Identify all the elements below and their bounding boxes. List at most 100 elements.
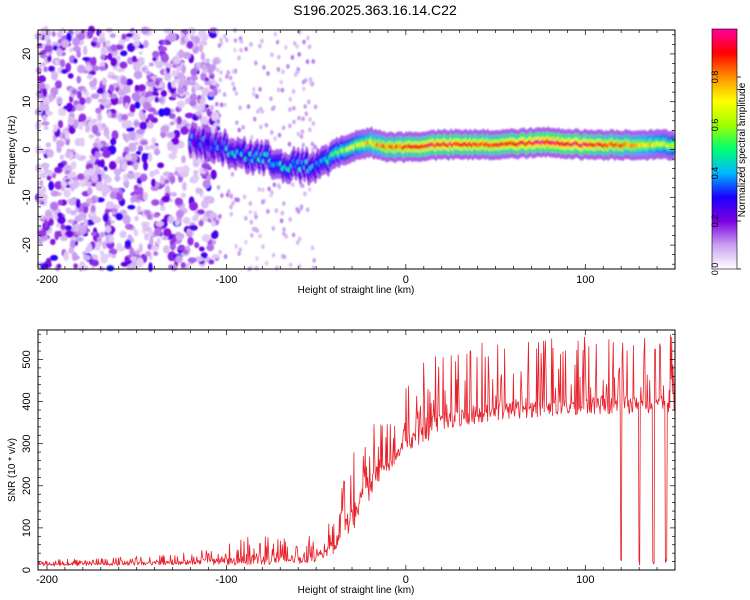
spectrogram-cell bbox=[122, 87, 131, 94]
spectrogram-cell bbox=[299, 204, 304, 209]
spectrogram-cell bbox=[56, 99, 62, 105]
spectrogram-cell bbox=[137, 145, 144, 152]
spectrogram-cell bbox=[105, 201, 115, 210]
spectrogram-cell bbox=[38, 215, 46, 220]
spectrogram-cell bbox=[133, 70, 143, 80]
spectrogram-cell bbox=[303, 104, 308, 109]
spectrogram-cell bbox=[196, 61, 201, 68]
spectrogram-cell bbox=[116, 67, 126, 73]
spectrogram-cell bbox=[108, 84, 115, 93]
spectrogram-cell bbox=[110, 75, 118, 79]
spectrogram-cell bbox=[184, 97, 191, 105]
spectrogram-cell bbox=[160, 53, 169, 63]
spectrogram-cell bbox=[119, 209, 127, 215]
spectrogram-cell bbox=[86, 243, 93, 252]
spectrogram-cell bbox=[215, 67, 220, 73]
spectrogram-cell bbox=[154, 80, 160, 86]
spectrogram-cell bbox=[70, 210, 77, 216]
spectrogram-cell bbox=[91, 173, 99, 183]
y-tick-label: -10 bbox=[21, 189, 33, 205]
spectrogram-cell bbox=[272, 105, 276, 111]
spectrogram-cell bbox=[131, 92, 140, 100]
spectrogram-cell bbox=[272, 182, 277, 188]
spectrogram-cell bbox=[309, 81, 313, 86]
spectrogram-cell bbox=[276, 87, 281, 93]
spectrogram-cell bbox=[297, 115, 301, 121]
spectrogram-cell bbox=[177, 246, 186, 251]
spectrogram-cell bbox=[141, 152, 147, 163]
spectrogram-cell bbox=[73, 58, 78, 64]
spectrogram-cell bbox=[219, 102, 224, 108]
spectrogram-cell bbox=[252, 86, 256, 92]
spectrogram-cell bbox=[91, 56, 97, 67]
spectrogram-cell bbox=[160, 90, 167, 97]
spectrogram-cell bbox=[267, 186, 271, 192]
spectrogram-cell bbox=[133, 229, 139, 237]
y-tick-label: 500 bbox=[21, 350, 33, 368]
spectrogram-cell bbox=[284, 45, 288, 50]
spectrogram-cell bbox=[225, 37, 229, 43]
spectrogram-cell bbox=[167, 81, 172, 91]
spectrogram-cell bbox=[49, 201, 59, 211]
spectrogram-cell bbox=[246, 104, 251, 109]
spectrogram-cell bbox=[127, 204, 136, 210]
spectrogram-cell bbox=[153, 148, 161, 156]
spectrogram-cell bbox=[222, 92, 227, 97]
spectrogram-cell bbox=[106, 103, 111, 109]
spectrogram-cell bbox=[258, 43, 262, 49]
spectrogram-cell bbox=[228, 75, 233, 81]
spectrogram-cell bbox=[145, 118, 150, 124]
spectrogram-cell bbox=[284, 233, 288, 239]
spectrogram-cell bbox=[86, 29, 94, 39]
spectrogram-cell bbox=[162, 245, 170, 254]
spectrogram-cell bbox=[189, 99, 197, 107]
spectrogram-cell bbox=[313, 104, 318, 110]
snr-x-label: Height of straight line (km) bbox=[298, 585, 415, 596]
spectrogram-cell bbox=[77, 64, 86, 74]
spectrogram-cell bbox=[160, 125, 170, 134]
spectrogram-cell bbox=[75, 104, 82, 111]
spectrogram-cell bbox=[291, 182, 295, 188]
spectrogram-cell bbox=[252, 116, 257, 122]
spectrogram-cell bbox=[167, 32, 177, 43]
spectrogram-cell bbox=[74, 215, 83, 223]
spectrogram-cell bbox=[74, 255, 80, 260]
spectrogram-cell bbox=[102, 150, 111, 158]
spectrogram-cell bbox=[238, 105, 242, 111]
spectrogram-cell bbox=[106, 135, 111, 140]
spectrogram-cell bbox=[66, 32, 72, 43]
spectrogram-cell bbox=[91, 124, 99, 135]
colorbar-tick-label: 0.8 bbox=[710, 71, 720, 84]
spectrogram-cell bbox=[138, 186, 144, 196]
spectrogram-cell bbox=[147, 96, 153, 103]
spectrogram-cell bbox=[226, 70, 231, 75]
spectrogram-cell bbox=[176, 100, 186, 108]
spectrogram-cell bbox=[225, 192, 230, 198]
spectrogram-cell bbox=[44, 44, 53, 53]
spectrogram-cell bbox=[45, 142, 51, 148]
spectrogram-cell bbox=[172, 57, 181, 65]
spectrogram-cell bbox=[46, 174, 52, 181]
spectrogram-cell bbox=[302, 39, 306, 45]
spectrogram-cell bbox=[46, 38, 52, 46]
spectrogram-cell bbox=[59, 154, 65, 160]
spectrogram-cell bbox=[253, 210, 257, 216]
spectrogram-cell bbox=[148, 262, 153, 272]
spectrogram-cell bbox=[234, 243, 238, 249]
spectrogram-cell bbox=[99, 231, 106, 238]
spectrogram-cell bbox=[40, 194, 48, 200]
spectrogram-cell bbox=[181, 64, 186, 74]
spectrogram-cell bbox=[279, 218, 284, 224]
spectrogram-cell bbox=[83, 169, 91, 177]
spectrogram-cell bbox=[297, 263, 302, 269]
spectrogram-cell bbox=[122, 95, 131, 105]
spectrogram-cell bbox=[277, 184, 282, 190]
spectrogram-cell bbox=[305, 59, 310, 65]
spectrogram-cell bbox=[277, 54, 281, 60]
spectrogram-cell bbox=[292, 119, 296, 125]
spectrogram-cell bbox=[190, 74, 198, 82]
spectrogram-cell bbox=[207, 63, 213, 74]
spectrogram-cell bbox=[110, 137, 117, 146]
spectrogram-cell bbox=[200, 33, 209, 42]
spectrogram-cell bbox=[67, 73, 74, 79]
